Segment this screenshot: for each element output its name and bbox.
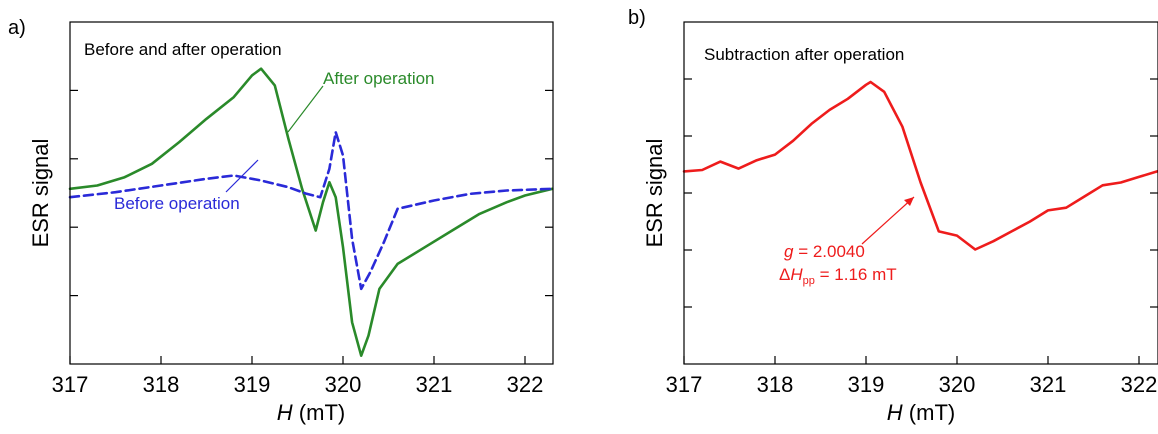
panel-b-label: b) <box>628 7 646 29</box>
panel-b-xtick-label-317: 317 <box>666 372 703 397</box>
panel-a-xtick-label-318: 318 <box>143 372 180 397</box>
after-operation-label: After operation <box>323 69 435 88</box>
panel-b-xlabel-unit: (mT) <box>909 400 955 425</box>
panel-a-series <box>68 67 554 358</box>
panel-b-xlabel: H (mT) <box>887 400 955 425</box>
panel-b-xtick-label-322: 322 <box>1121 372 1158 397</box>
before-operation-pointer <box>225 159 259 193</box>
panel-a-plot-frame <box>69 21 554 365</box>
panel-a-xtick-label-319: 319 <box>234 372 271 397</box>
g-value-arrowhead <box>904 197 914 206</box>
panel-b-plot-frame <box>683 21 1158 365</box>
panel-b-title: Subtraction after operation <box>704 45 904 64</box>
panel-b-series <box>682 80 1158 251</box>
panel-a-xlabel-symbol: H <box>277 400 293 425</box>
panel-b-xtick-label-320: 320 <box>939 372 976 397</box>
panel-b-xtick-label-319: 319 <box>848 372 885 397</box>
panel-b: b) 317 318 319 320 321 322 Subtraction after … <box>628 7 1158 425</box>
panel-a-ticks: 317 318 319 320 321 322 <box>52 89 553 397</box>
panel-b-ticks: 317 318 319 320 321 322 <box>666 78 1158 397</box>
panel-a-series-after-operation <box>68 67 554 358</box>
before-operation-label: Before operation <box>114 194 240 213</box>
panel-a-xlabel: H (mT) <box>277 400 345 425</box>
panel-a-xtick-label-317: 317 <box>52 372 89 397</box>
panel-a-xtick-label-320: 320 <box>325 372 362 397</box>
panel-b-series-signal <box>682 80 1158 251</box>
panel-a-title: Before and after operation <box>84 40 282 59</box>
panel-a-label: a) <box>8 17 26 39</box>
panel-a-ylabel: ESR signal <box>28 139 53 248</box>
panel-b-xtick-label-321: 321 <box>1030 372 1067 397</box>
linewidth-label: ΔHpp = 1.16 mT <box>779 265 897 287</box>
panel-b-ylabel: ESR signal <box>642 139 667 248</box>
g-value-pointer <box>861 196 915 245</box>
panel-a-xtick-label-321: 321 <box>416 372 453 397</box>
panel-b-xtick-label-318: 318 <box>757 372 794 397</box>
after-operation-pointer <box>287 85 324 133</box>
panel-a: a) 317 318 319 320 321 322 Before and after o… <box>8 17 554 425</box>
panel-b-xlabel-symbol: H <box>887 400 903 425</box>
panel-a-xlabel-unit: (mT) <box>299 400 345 425</box>
g-value-label: g = 2.0040 <box>784 242 865 261</box>
panel-a-xtick-label-322: 322 <box>507 372 544 397</box>
panel-a-series-before-operation <box>68 130 554 291</box>
